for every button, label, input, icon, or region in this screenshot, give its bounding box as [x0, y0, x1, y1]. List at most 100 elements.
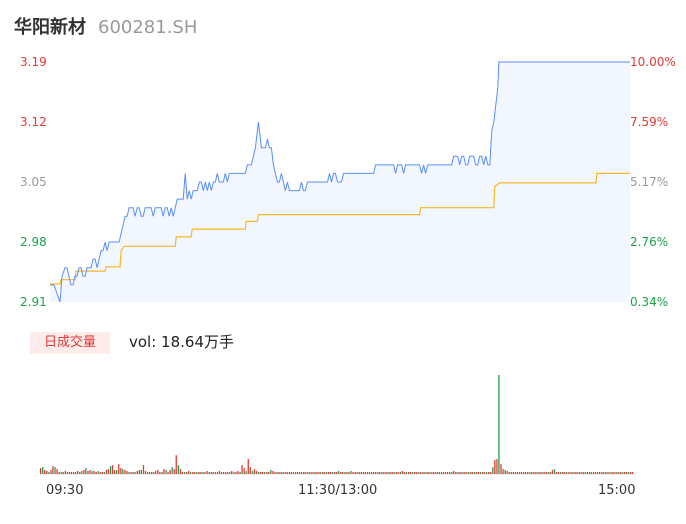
volume-bar [274, 472, 276, 474]
volume-bar [292, 472, 295, 474]
volume-bar [539, 472, 541, 474]
volume-bar [475, 472, 477, 474]
volume-bar [348, 472, 350, 474]
volume-bar [444, 472, 447, 474]
volume-bar [50, 470, 52, 474]
volume-bar [315, 472, 317, 474]
volume-bar [368, 472, 371, 474]
volume-bar [601, 472, 603, 474]
volume-bar [282, 472, 284, 474]
volume-bar [249, 467, 251, 474]
y-right-tick: 7.59% [630, 115, 668, 129]
volume-bar [46, 471, 48, 474]
volume-bar [543, 472, 545, 474]
volume-bar [453, 471, 455, 474]
volume-bar [568, 472, 570, 474]
volume-bar [486, 472, 488, 474]
volume-bar [311, 472, 313, 474]
volume-bar [385, 472, 387, 474]
volume-bar [549, 472, 551, 474]
volume-bar [181, 472, 184, 474]
volume-bar [286, 472, 288, 474]
volume-bar [111, 465, 114, 474]
volume-bar [490, 472, 492, 474]
volume-bar [294, 472, 297, 474]
volume-bar [276, 472, 278, 474]
volume-bar [299, 472, 301, 474]
volume-bar [364, 472, 366, 474]
volume-bar [373, 472, 375, 474]
volume-bar [529, 472, 531, 474]
volume-bar [611, 472, 613, 474]
volume-bar [303, 472, 305, 474]
volume-bar [206, 471, 208, 474]
volume-bar [488, 472, 490, 474]
volume-bar [255, 471, 258, 474]
volume-bar [592, 472, 595, 474]
volume-bar [342, 472, 344, 474]
volume-bar [377, 472, 379, 474]
volume-bar [566, 472, 568, 474]
volume-bar [512, 472, 514, 474]
volume-bar [594, 472, 597, 474]
volume-bar [338, 471, 340, 474]
volume-bar [523, 472, 525, 474]
volume-bar [120, 468, 122, 474]
volume-bar [146, 472, 149, 474]
volume-bar [159, 472, 161, 474]
volume-bar [167, 472, 169, 474]
volume-bar [609, 472, 611, 474]
volume-bar [105, 470, 108, 474]
volume-bar [412, 472, 414, 474]
volume-bar [440, 472, 443, 474]
volume-bar [370, 472, 373, 474]
volume-bar [627, 472, 630, 474]
volume-bar [401, 471, 403, 474]
volume-bar [397, 472, 399, 474]
volume-bar [288, 472, 290, 474]
x-tick: 09:30 [46, 483, 83, 498]
volume-bar [227, 472, 229, 474]
volume-bar [578, 472, 580, 474]
y-right-tick: 0.34% [630, 295, 668, 309]
volume-bar [358, 472, 360, 474]
volume-bar [173, 469, 175, 475]
volume-bar [619, 472, 621, 474]
volume-bar [562, 472, 564, 474]
volume-bar [225, 472, 227, 474]
volume-bar [239, 472, 241, 474]
volume-bar [574, 472, 576, 474]
volume-bar [533, 472, 535, 474]
volume-bar [393, 472, 395, 474]
volume-bar [153, 472, 155, 474]
y-right-tick: 5.17% [630, 175, 668, 189]
volume-bar [40, 468, 42, 474]
volume-bar [494, 460, 496, 474]
volume-bar [48, 472, 50, 474]
volume-bar [481, 472, 484, 474]
volume-tab[interactable]: 日成交量 [30, 332, 110, 354]
volume-bar [449, 472, 451, 474]
y-left-tick: 3.19 [20, 55, 47, 69]
volume-bar [313, 472, 315, 474]
volume-bar [605, 472, 607, 474]
volume-bar [560, 472, 562, 474]
volume-bar [551, 470, 554, 474]
volume-bar [391, 472, 393, 474]
volume-bar [414, 472, 416, 474]
volume-bar [346, 472, 348, 474]
volume-bar [477, 472, 480, 474]
volume-bar [270, 470, 272, 474]
volume-bar [442, 472, 445, 474]
volume-bar [114, 470, 116, 474]
volume-bar [64, 471, 66, 474]
volume-bar [586, 472, 588, 474]
volume-bar [185, 472, 188, 474]
volume-bar [473, 472, 475, 474]
volume-bar [235, 472, 237, 474]
volume-bar [196, 472, 198, 474]
volume-bar [527, 472, 529, 474]
volume-bar [323, 472, 325, 474]
volume-bar [352, 472, 354, 474]
volume-bar [138, 470, 140, 474]
